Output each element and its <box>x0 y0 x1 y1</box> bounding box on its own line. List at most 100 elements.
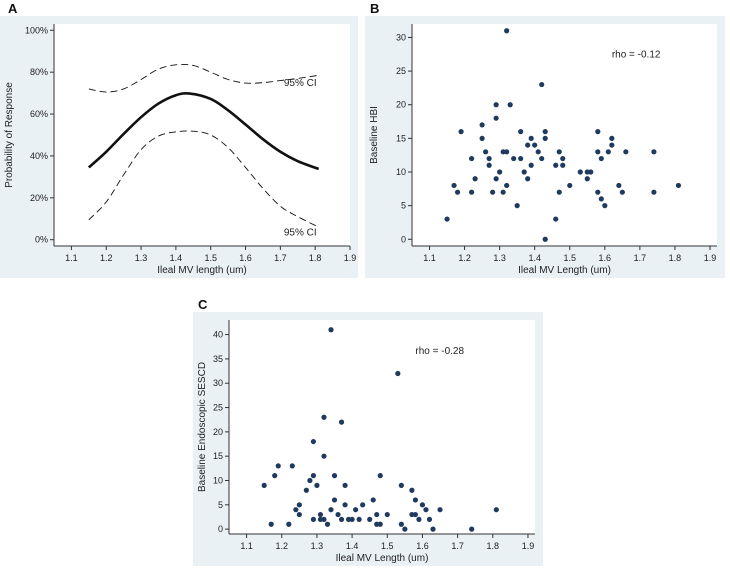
x-tick-label: 1.9 <box>704 253 717 263</box>
scatter-point <box>296 511 302 518</box>
scatter-point <box>275 463 281 469</box>
x-tick-label: 1.6 <box>239 253 252 263</box>
ci-annotation: 95% CI <box>284 228 317 239</box>
scatter-point <box>507 102 513 108</box>
y-tick-label: 20% <box>30 193 48 203</box>
x-tick-label: 1.5 <box>564 253 577 263</box>
scatter-point <box>402 526 408 532</box>
scatter-point <box>430 526 436 532</box>
x-tick-label: 1.8 <box>309 253 322 263</box>
scatter-point <box>577 169 583 175</box>
scatter-point <box>595 149 601 155</box>
panel-b-letter: B <box>370 1 380 16</box>
panel-b-chart: 1.1 1.2 1.3 1.4 1.5 1.6 1.7 1.8 1.9 0 5 10 15 20 25 30 I… <box>365 16 725 278</box>
scatter-point <box>525 142 531 148</box>
y-tick-label: 5 <box>401 201 406 211</box>
y-tick-label: 0 <box>401 234 406 244</box>
scatter-point <box>419 502 426 508</box>
scatter-point <box>328 507 334 513</box>
scatter-point <box>504 28 510 34</box>
x-axis-label: Ileal MV length (um) <box>157 265 246 276</box>
panel-c-letter: C <box>198 297 208 312</box>
y-axis-label: Baseline HBI <box>369 106 380 164</box>
scatter-point <box>293 507 299 513</box>
scatter-point <box>268 521 274 527</box>
scatter-point <box>542 236 548 242</box>
scatter-point <box>504 182 510 189</box>
scatter-point <box>328 327 334 333</box>
scatter-point <box>511 155 517 162</box>
scatter-point <box>338 516 345 523</box>
scatter-point <box>518 129 524 135</box>
scatter-point <box>384 511 390 518</box>
plot-area <box>54 24 350 246</box>
scatter-point <box>598 155 604 162</box>
y-tick-label: 15 <box>213 451 223 461</box>
scatter-point <box>553 162 559 168</box>
scatter-point <box>486 155 492 162</box>
scatter-point <box>493 176 499 182</box>
scatter-point <box>609 142 615 148</box>
scatter-point <box>616 182 622 189</box>
scatter-point <box>542 135 548 141</box>
scatter-point <box>560 155 566 162</box>
scatter-point <box>493 507 499 513</box>
scatter-point <box>528 135 534 141</box>
scatter-point <box>349 516 355 523</box>
rho-annotation: rho = -0.12 <box>612 50 661 61</box>
scatter-point <box>310 473 317 479</box>
scatter-point <box>342 502 348 508</box>
upper-ci-line <box>88 64 319 93</box>
x-tick-label: 1.2 <box>276 541 289 551</box>
scatter-point <box>588 169 594 175</box>
scatter-point <box>469 526 475 532</box>
x-tick-label: 1.3 <box>135 253 148 263</box>
scatter-point <box>353 507 359 513</box>
scatter-point <box>374 511 380 518</box>
scatter-point <box>602 203 608 209</box>
scatter-point <box>560 162 566 168</box>
scatter-point <box>528 162 534 168</box>
x-tick-label: 1.8 <box>669 253 682 263</box>
scatter-point <box>532 142 538 148</box>
scatter-point <box>335 511 341 518</box>
y-tick-label: 0% <box>35 235 48 245</box>
x-tick-label: 1.7 <box>634 253 647 263</box>
x-tick-label: 1.4 <box>170 253 183 263</box>
scatter-point <box>556 189 562 195</box>
x-tick-label: 1.2 <box>458 253 471 263</box>
x-tick-label: 1.2 <box>100 253 113 263</box>
x-axis-label: Ileal MV Length (um) <box>518 265 611 276</box>
scatter-point <box>651 149 657 155</box>
scatter-point <box>310 516 317 523</box>
y-tick-label: 30 <box>396 32 406 42</box>
y-tick-label: 80% <box>30 67 48 77</box>
scatter-point <box>331 497 338 503</box>
scatter-point <box>423 507 429 513</box>
scatter-point <box>261 482 267 488</box>
scatter-point <box>310 438 317 445</box>
x-tick-label: 1.1 <box>423 253 436 263</box>
y-tick-label: 30 <box>213 378 223 388</box>
scatter-point <box>539 81 545 88</box>
scatter-point <box>314 482 320 488</box>
y-tick-label: 40% <box>30 151 48 161</box>
scatter-point <box>377 473 383 479</box>
scatter-point <box>567 182 573 189</box>
scatter-point <box>609 135 615 141</box>
y-tick-label: 5 <box>218 500 223 510</box>
scatter-point <box>493 102 499 108</box>
scatter-point <box>595 189 601 195</box>
x-tick-label: 1.7 <box>451 541 464 551</box>
scatter-point <box>356 516 362 523</box>
scatter-point <box>493 115 499 121</box>
x-tick-label: 1.3 <box>493 253 506 263</box>
scatter-point <box>296 502 302 508</box>
x-tick-label: 1.5 <box>381 541 394 551</box>
y-tick-label: 20 <box>213 427 223 437</box>
rho-annotation: rho = -0.28 <box>415 346 464 357</box>
scatter-point <box>412 497 419 503</box>
scatter-point <box>321 453 327 459</box>
scatter-point <box>338 419 345 425</box>
scatter-point <box>321 414 327 420</box>
